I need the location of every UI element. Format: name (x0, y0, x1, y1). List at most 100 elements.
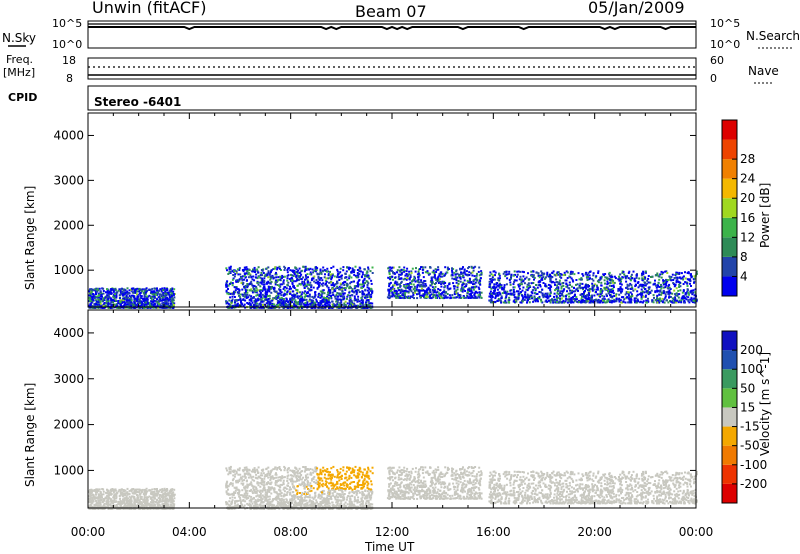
power-cell (261, 280, 264, 283)
power-cell (309, 271, 312, 274)
power-cell (92, 295, 95, 298)
power-cell (88, 304, 91, 307)
power-cell (238, 267, 241, 270)
power-cell (105, 296, 108, 299)
power-cell (572, 290, 575, 293)
power-cell (107, 303, 110, 305)
power-cell (604, 287, 607, 290)
power-cell (530, 270, 533, 273)
velocity-cell (90, 496, 93, 499)
power-cell (514, 279, 517, 282)
power-cell (402, 294, 405, 297)
nsearch-scale-bottom: 10^0 (710, 38, 740, 51)
power-cell (636, 290, 639, 293)
power-cell (446, 296, 449, 299)
power-cell (581, 300, 584, 303)
power-cell (225, 267, 228, 270)
power-cell (244, 268, 247, 271)
power-cell (677, 289, 680, 292)
velocity-cell (115, 504, 118, 506)
power-cell (665, 299, 668, 302)
power-cell (280, 291, 283, 294)
power-cell (461, 272, 464, 275)
power-cell (324, 306, 327, 309)
power-cell (681, 295, 684, 298)
power-cell (491, 280, 493, 283)
velocity-cell (145, 490, 147, 493)
power-cell (140, 297, 143, 300)
power-cell (297, 269, 300, 272)
power-cell (279, 283, 282, 286)
power-cell (346, 278, 349, 281)
power-cell (89, 292, 92, 295)
power-cell (432, 290, 435, 293)
power-cell (638, 277, 641, 280)
power-cell (498, 279, 501, 282)
power-cell (100, 293, 103, 296)
power-cell (237, 291, 240, 294)
power-cell (133, 302, 136, 304)
power-cell (280, 269, 282, 271)
power-cell (470, 286, 473, 289)
power-cell (424, 296, 427, 299)
power-cell (410, 283, 413, 285)
power-cell (580, 299, 583, 302)
power-cell (95, 300, 98, 303)
power-cell (285, 297, 288, 300)
power-cell (400, 277, 403, 280)
power-cell (300, 302, 303, 305)
power-cell (547, 275, 550, 278)
power-cell (162, 296, 165, 298)
power-cell (321, 290, 323, 293)
power-cell (692, 301, 695, 304)
power-cell (363, 277, 366, 280)
power-cell (664, 293, 667, 296)
power-cell (245, 269, 248, 272)
power-scatter (88, 265, 698, 309)
power-cell (528, 301, 531, 304)
power-cell (254, 271, 256, 273)
power-cell (263, 277, 266, 280)
power-cell (674, 293, 677, 296)
power-cell (679, 285, 682, 288)
power-cell (570, 285, 573, 288)
power-cell (417, 270, 420, 273)
power-cell (474, 295, 477, 298)
power-cell (95, 295, 98, 298)
power-cell (110, 301, 113, 303)
power-cell (226, 301, 229, 304)
power-cell (502, 288, 505, 291)
power-cell (315, 269, 318, 272)
nsky-scale-bottom: 10^0 (52, 38, 82, 51)
power-cell (357, 285, 360, 288)
power-cell (126, 290, 129, 293)
power-cell (473, 275, 476, 278)
power-cell (243, 293, 246, 296)
power-cell (658, 293, 661, 296)
power-cell (641, 290, 644, 293)
power-cell (592, 299, 595, 302)
power-cell (516, 275, 518, 278)
power-cell (432, 296, 435, 299)
power-cell (655, 286, 658, 289)
power-cell (311, 268, 314, 271)
power-cell (656, 272, 659, 275)
power-cell (284, 267, 287, 269)
power-cell (399, 297, 402, 299)
power-cell (492, 292, 495, 295)
power-cell (563, 271, 566, 274)
power-cell (102, 304, 105, 307)
velocity-cell (128, 498, 131, 501)
power-cell (684, 271, 686, 274)
power-cell (525, 288, 528, 291)
power-cell (562, 284, 565, 287)
velocity-cell (156, 503, 159, 506)
power-cell (160, 306, 163, 309)
power-cell (440, 272, 442, 275)
power-cell (402, 278, 405, 281)
power-cell (629, 278, 632, 281)
power-cell (116, 304, 119, 307)
power-cell (326, 284, 328, 287)
power-cell (287, 304, 289, 307)
power-cell (659, 297, 661, 300)
